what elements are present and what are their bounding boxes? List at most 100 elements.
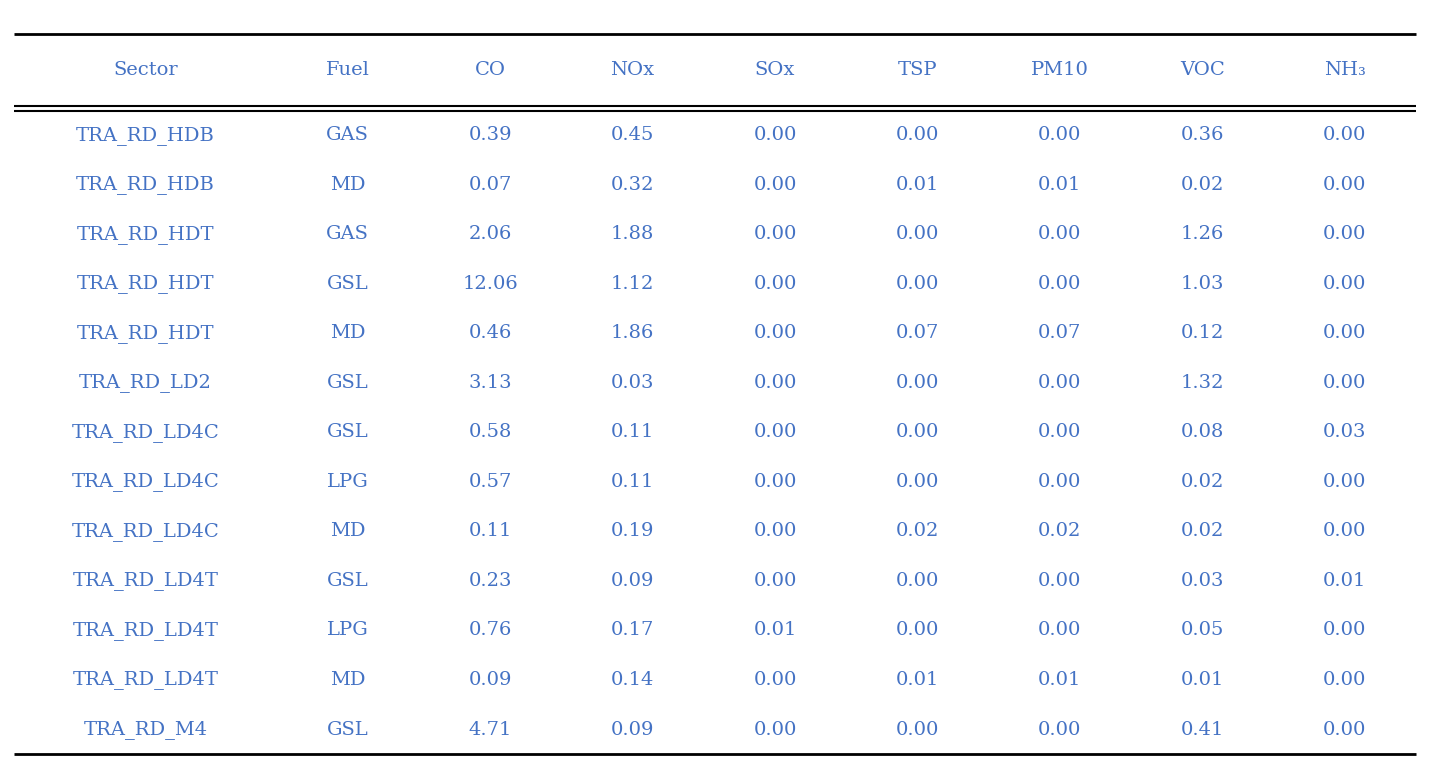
Text: 0.02: 0.02 — [1180, 176, 1224, 194]
Text: 0.00: 0.00 — [754, 275, 797, 293]
Text: Fuel: Fuel — [326, 61, 370, 80]
Text: 0.00: 0.00 — [754, 473, 797, 491]
Text: 0.46: 0.46 — [469, 324, 512, 343]
Text: 0.00: 0.00 — [1323, 176, 1366, 194]
Text: TRA_RD_M4: TRA_RD_M4 — [83, 720, 207, 739]
Text: 0.00: 0.00 — [895, 721, 940, 738]
Text: 0.00: 0.00 — [754, 522, 797, 540]
Text: 0.00: 0.00 — [895, 572, 940, 590]
Text: 0.00: 0.00 — [1323, 522, 1366, 540]
Text: 0.41: 0.41 — [1180, 721, 1224, 738]
Text: 0.03: 0.03 — [1323, 423, 1366, 441]
Text: 12.06: 12.06 — [462, 275, 518, 293]
Text: 4.71: 4.71 — [469, 721, 512, 738]
Text: 0.00: 0.00 — [754, 721, 797, 738]
Text: 0.00: 0.00 — [1038, 473, 1081, 491]
Text: 0.09: 0.09 — [611, 721, 655, 738]
Text: 0.02: 0.02 — [895, 522, 940, 540]
Text: 0.00: 0.00 — [1323, 721, 1366, 738]
Text: TSP: TSP — [898, 61, 937, 80]
Text: 0.03: 0.03 — [611, 374, 655, 392]
Text: 0.17: 0.17 — [611, 621, 655, 640]
Text: TRA_RD_LD4C: TRA_RD_LD4C — [72, 423, 219, 442]
Text: 0.01: 0.01 — [1323, 572, 1366, 590]
Text: 0.08: 0.08 — [1180, 423, 1224, 441]
Text: 0.01: 0.01 — [895, 176, 940, 194]
Text: GSL: GSL — [327, 275, 369, 293]
Text: 0.11: 0.11 — [469, 522, 512, 540]
Text: 0.00: 0.00 — [895, 423, 940, 441]
Text: TRA_RD_LD4T: TRA_RD_LD4T — [73, 571, 219, 591]
Text: 0.57: 0.57 — [469, 473, 512, 491]
Text: 0.09: 0.09 — [469, 671, 512, 689]
Text: 0.11: 0.11 — [611, 423, 655, 441]
Text: NOx: NOx — [611, 61, 655, 80]
Text: 0.00: 0.00 — [1038, 226, 1081, 243]
Text: 0.19: 0.19 — [611, 522, 655, 540]
Text: 0.11: 0.11 — [611, 473, 655, 491]
Text: 0.32: 0.32 — [611, 176, 655, 194]
Text: 1.32: 1.32 — [1180, 374, 1224, 392]
Text: 1.03: 1.03 — [1180, 275, 1224, 293]
Text: 0.14: 0.14 — [611, 671, 655, 689]
Text: PM10: PM10 — [1031, 61, 1088, 80]
Text: LPG: LPG — [327, 621, 369, 640]
Text: 0.00: 0.00 — [1038, 721, 1081, 738]
Text: 1.86: 1.86 — [611, 324, 655, 343]
Text: 0.01: 0.01 — [895, 671, 940, 689]
Text: MD: MD — [330, 176, 366, 194]
Text: 2.06: 2.06 — [469, 226, 512, 243]
Text: TRA_RD_HDB: TRA_RD_HDB — [76, 175, 214, 194]
Text: TRA_RD_HDT: TRA_RD_HDT — [77, 225, 214, 244]
Text: GAS: GAS — [326, 126, 369, 145]
Text: 0.39: 0.39 — [469, 126, 512, 145]
Text: 0.00: 0.00 — [1323, 226, 1366, 243]
Text: 0.00: 0.00 — [754, 176, 797, 194]
Text: 0.00: 0.00 — [1038, 572, 1081, 590]
Text: VOC: VOC — [1180, 61, 1224, 80]
Text: 0.01: 0.01 — [1038, 671, 1081, 689]
Text: 0.00: 0.00 — [895, 621, 940, 640]
Text: GSL: GSL — [327, 721, 369, 738]
Text: Sector: Sector — [113, 61, 177, 80]
Text: 0.00: 0.00 — [895, 226, 940, 243]
Text: 0.00: 0.00 — [895, 473, 940, 491]
Text: CO: CO — [475, 61, 506, 80]
Text: 0.00: 0.00 — [1038, 423, 1081, 441]
Text: TRA_RD_LD4C: TRA_RD_LD4C — [72, 522, 219, 541]
Text: MD: MD — [330, 324, 366, 343]
Text: 0.58: 0.58 — [469, 423, 512, 441]
Text: 0.02: 0.02 — [1180, 473, 1224, 491]
Text: 0.07: 0.07 — [895, 324, 940, 343]
Text: TRA_RD_HDT: TRA_RD_HDT — [77, 324, 214, 343]
Text: 3.13: 3.13 — [469, 374, 512, 392]
Text: 0.12: 0.12 — [1180, 324, 1224, 343]
Text: TRA_RD_LD4C: TRA_RD_LD4C — [72, 473, 219, 491]
Text: MD: MD — [330, 522, 366, 540]
Text: 0.00: 0.00 — [754, 374, 797, 392]
Text: 0.00: 0.00 — [1038, 374, 1081, 392]
Text: 0.00: 0.00 — [754, 671, 797, 689]
Text: 0.02: 0.02 — [1038, 522, 1081, 540]
Text: 0.01: 0.01 — [754, 621, 797, 640]
Text: TRA_RD_HDB: TRA_RD_HDB — [76, 125, 214, 145]
Text: 1.26: 1.26 — [1180, 226, 1224, 243]
Text: 0.00: 0.00 — [895, 275, 940, 293]
Text: 0.00: 0.00 — [1323, 473, 1366, 491]
Text: 0.00: 0.00 — [1038, 621, 1081, 640]
Text: TRA_RD_LD4T: TRA_RD_LD4T — [73, 671, 219, 689]
Text: 0.00: 0.00 — [1323, 324, 1366, 343]
Text: TRA_RD_HDT: TRA_RD_HDT — [77, 275, 214, 293]
Text: NH₃: NH₃ — [1324, 61, 1366, 80]
Text: TRA_RD_LD4T: TRA_RD_LD4T — [73, 621, 219, 640]
Text: 0.03: 0.03 — [1180, 572, 1224, 590]
Text: GAS: GAS — [326, 226, 369, 243]
Text: 0.00: 0.00 — [1038, 126, 1081, 145]
Text: 1.88: 1.88 — [611, 226, 655, 243]
Text: 0.00: 0.00 — [1323, 126, 1366, 145]
Text: 0.07: 0.07 — [1038, 324, 1081, 343]
Text: 0.01: 0.01 — [1038, 176, 1081, 194]
Text: TRA_RD_LD2: TRA_RD_LD2 — [79, 373, 212, 392]
Text: 1.12: 1.12 — [611, 275, 655, 293]
Text: 0.36: 0.36 — [1180, 126, 1224, 145]
